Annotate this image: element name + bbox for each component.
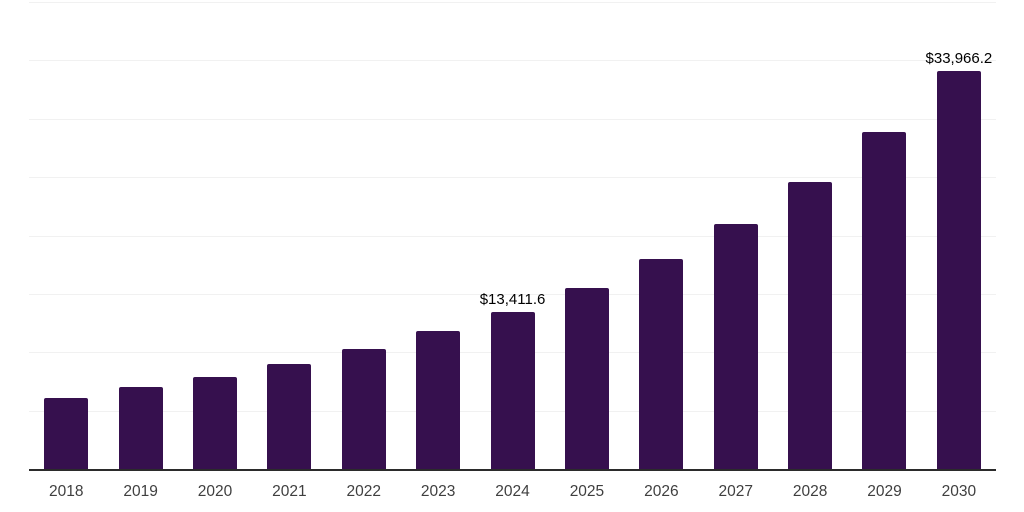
gridline xyxy=(29,2,996,3)
x-tick-label-2027: 2027 xyxy=(718,483,753,500)
gridline xyxy=(29,177,996,179)
bar-2026 xyxy=(639,258,684,469)
bars-row: $13,411.6 $33,966.2 xyxy=(29,2,996,469)
bar-column-2025 xyxy=(550,2,624,469)
x-axis: 2018 2019 2020 2021 2022 2023 2024 2025 2026 2027… xyxy=(29,473,996,512)
x-tick-label-2021: 2021 xyxy=(272,483,307,500)
bar-column-2018 xyxy=(29,2,103,469)
x-tick-label-2029: 2029 xyxy=(867,483,902,500)
plot-area: $13,411.6 $33,966.2 xyxy=(29,2,996,471)
bar-2024 xyxy=(490,311,535,469)
x-tick-label-2019: 2019 xyxy=(123,483,158,500)
bar-2028 xyxy=(788,181,833,469)
x-tick-label-2025: 2025 xyxy=(569,483,605,500)
bar-column-2029 xyxy=(847,2,921,469)
gridline xyxy=(29,60,996,62)
x-tick-label-2022: 2022 xyxy=(346,483,381,500)
x-tick-label-2028: 2028 xyxy=(792,483,828,500)
bar-value-label-2024: $13,411.6 xyxy=(479,290,546,308)
x-tick-label-2024: 2024 xyxy=(495,483,530,500)
x-tick-label-2020: 2020 xyxy=(197,483,233,500)
bar-2022 xyxy=(341,349,386,469)
bar-column-2024: $13,411.6 xyxy=(475,2,549,469)
gridline xyxy=(29,235,996,237)
bar-2029 xyxy=(862,132,907,469)
bar-column-2022 xyxy=(327,2,401,469)
bar-column-2026 xyxy=(624,2,698,469)
bar-column-2021 xyxy=(252,2,326,469)
bar-column-2019 xyxy=(103,2,177,469)
bar-column-2023 xyxy=(401,2,475,469)
bar-column-2027 xyxy=(699,2,773,469)
x-tick-label-2023: 2023 xyxy=(420,483,456,500)
bar-2021 xyxy=(267,364,312,469)
bar-column-2028 xyxy=(773,2,847,469)
gridline xyxy=(29,118,996,120)
bar-2030 xyxy=(936,70,981,469)
bar-2025 xyxy=(564,287,609,469)
bar-column-2020 xyxy=(178,2,252,469)
bar-2019 xyxy=(118,387,163,469)
x-tick-label-2018: 2018 xyxy=(48,483,84,500)
bar-2023 xyxy=(416,331,461,469)
x-tick-label-2030: 2030 xyxy=(941,483,977,500)
gridline xyxy=(29,293,996,295)
bar-column-2030: $33,966.2 xyxy=(922,2,996,469)
bar-2027 xyxy=(713,223,758,469)
bar-2020 xyxy=(192,377,237,469)
bar-value-label-2030: $33,966.2 xyxy=(925,49,993,67)
bar-2018 xyxy=(44,398,89,469)
x-tick-label-2026: 2026 xyxy=(644,483,679,500)
